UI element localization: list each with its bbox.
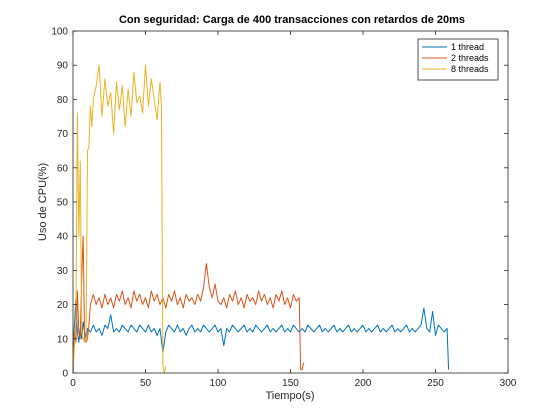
y-tick-label: 50	[57, 198, 69, 209]
x-tick-label: 100	[210, 378, 227, 389]
y-tick-label: 20	[57, 300, 69, 311]
y-tick-label: 0	[62, 369, 68, 380]
x-axis-label: Tiempo(s)	[265, 390, 314, 402]
x-tick-label: 0	[70, 378, 76, 389]
y-tick-label: 30	[57, 266, 69, 277]
x-tick-label: 150	[282, 378, 299, 389]
y-axis-label: Uso de CPU(%)	[37, 163, 49, 241]
series-line-3	[72, 64, 167, 374]
y-tick-label: 40	[57, 232, 69, 243]
y-tick-label: 10	[57, 334, 69, 345]
x-tick-label: 250	[427, 378, 444, 389]
y-tick-label: 90	[57, 61, 69, 72]
series-layer	[72, 64, 450, 374]
x-tick-label: 300	[500, 378, 517, 389]
x-axis: 0 50 100 150 200 250 300	[70, 31, 517, 389]
legend-box	[417, 38, 499, 81]
x-tick-label: 200	[355, 378, 372, 389]
legend-label: 8 threads	[451, 64, 489, 74]
y-tick-label: 100	[51, 27, 68, 38]
chart-title: Con seguridad: Carga de 400 transaccione…	[119, 14, 465, 26]
x-tick-label: 50	[140, 378, 152, 389]
y-tick-label: 70	[57, 129, 69, 140]
legend-label: 2 threads	[451, 53, 489, 63]
y-tick-label: 80	[57, 95, 69, 106]
y-tick-label: 60	[57, 163, 69, 174]
plot-area	[73, 31, 508, 373]
series-line-1	[72, 297, 450, 370]
y-axis: 0 10 20 30 40 50 60 70 80 90 100	[51, 27, 508, 380]
legend-label: 1 thread	[451, 42, 484, 52]
series-line-2	[72, 235, 305, 374]
